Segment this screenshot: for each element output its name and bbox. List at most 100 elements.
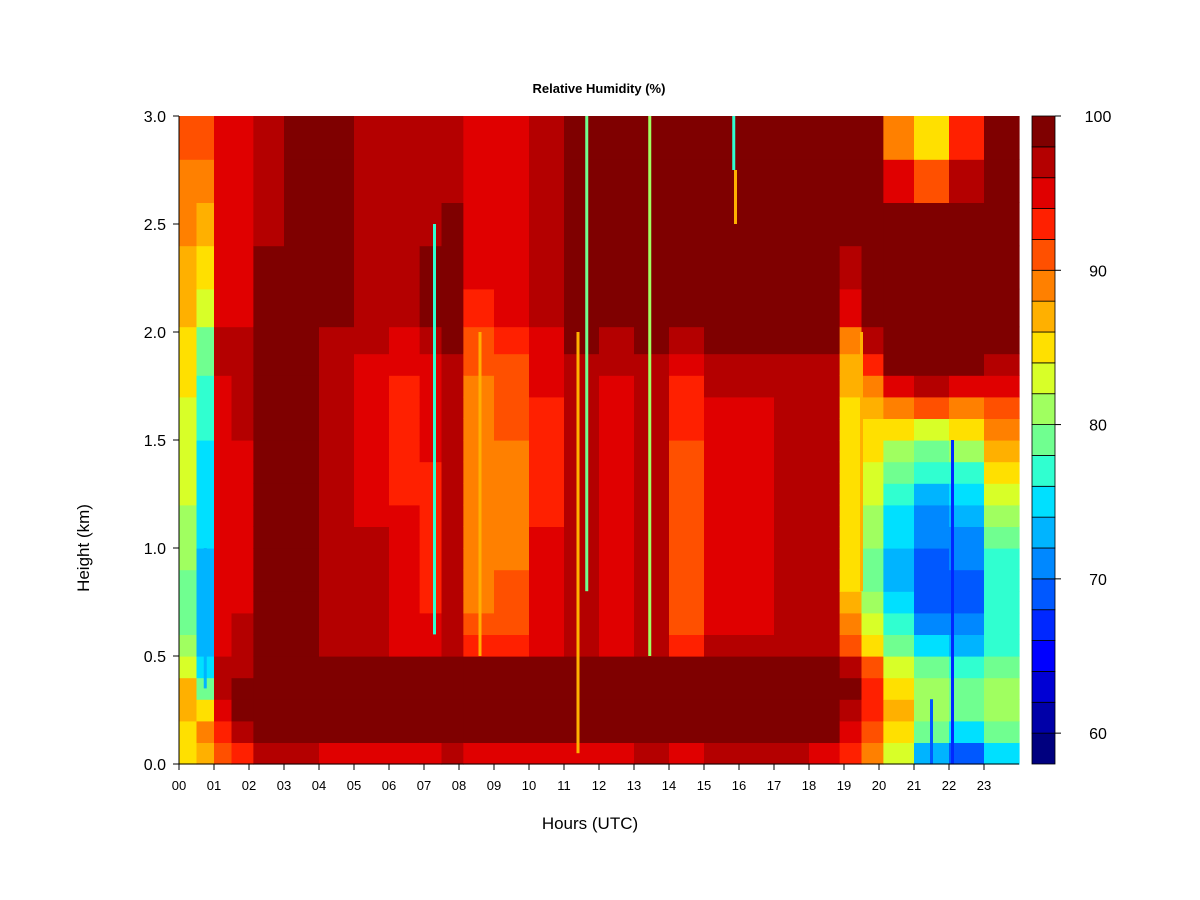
heatmap-cell xyxy=(529,656,565,679)
x-tick-label: 06 xyxy=(382,778,396,793)
heatmap-cell xyxy=(883,569,915,592)
heatmap-cell xyxy=(839,720,863,743)
heatmap-cell xyxy=(883,656,915,679)
heatmap-cell xyxy=(914,326,950,355)
heatmap-cell xyxy=(599,634,635,657)
colorbar-tick-label: 60 xyxy=(1089,726,1107,743)
x-axis-label: Hours (UTC) xyxy=(542,814,638,833)
heatmap-cell xyxy=(179,116,198,160)
heatmap-cell xyxy=(253,461,285,484)
heatmap-cell xyxy=(494,353,530,376)
y-tick-label: 0.5 xyxy=(144,649,166,666)
heatmap-cell xyxy=(319,353,355,376)
heatmap-cell xyxy=(949,699,985,722)
heatmap-cell xyxy=(494,288,530,328)
heatmap-cell xyxy=(809,245,841,290)
heatmap-cell xyxy=(463,742,495,765)
heatmap-cell xyxy=(883,612,915,635)
heatmap-cell xyxy=(704,699,740,722)
heatmap-cell xyxy=(389,699,421,722)
x-tick-label: 07 xyxy=(417,778,431,793)
heatmap-cell xyxy=(354,656,390,679)
heatmap-cell xyxy=(774,440,810,463)
heatmap-cell xyxy=(704,461,740,484)
heatmap-cell xyxy=(809,375,841,398)
heatmap-cell xyxy=(774,634,810,657)
heatmap-cell xyxy=(839,461,863,484)
heatmap-cell xyxy=(419,591,443,614)
heatmap-cell xyxy=(883,326,915,355)
heatmap-cell xyxy=(984,440,1020,463)
heatmap-cell xyxy=(253,202,285,247)
heatmap-cell xyxy=(419,159,443,203)
heatmap-cell xyxy=(319,375,355,398)
heatmap-cell xyxy=(179,202,198,247)
heatmap-cell xyxy=(214,375,233,398)
colorbar-segment xyxy=(1031,331,1056,364)
heatmap-cell xyxy=(354,461,390,484)
heatmap-cell xyxy=(634,504,670,527)
x-tick-label: 19 xyxy=(837,778,851,793)
heatmap-cell xyxy=(809,720,841,743)
heatmap-cell xyxy=(179,504,198,527)
heatmap-cell xyxy=(389,569,421,592)
heatmap-cell xyxy=(774,677,810,700)
heatmap-cell xyxy=(284,116,320,160)
heatmap-cell xyxy=(196,418,215,441)
heatmap-cell xyxy=(949,720,985,743)
heatmap-streak xyxy=(576,332,580,754)
heatmap-cell xyxy=(739,656,775,679)
heatmap-cell xyxy=(179,288,198,328)
heatmap-cell xyxy=(984,634,1020,657)
heatmap-cell xyxy=(231,634,254,657)
heatmap-cell xyxy=(389,396,421,419)
colorbar-segment xyxy=(1031,732,1056,765)
heatmap-cell xyxy=(463,656,495,679)
heatmap-cell xyxy=(839,591,863,614)
heatmap-cell xyxy=(389,353,421,376)
heatmap-cell xyxy=(669,483,705,506)
heatmap-cell xyxy=(419,634,443,657)
heatmap-streak xyxy=(648,116,652,656)
heatmap-cell xyxy=(214,440,233,463)
heatmap-cell xyxy=(231,440,254,463)
heatmap-cell xyxy=(861,548,884,571)
heatmap-cell xyxy=(196,202,215,247)
heatmap-cell xyxy=(669,288,705,328)
heatmap-cell xyxy=(669,375,705,398)
heatmap-cell xyxy=(231,699,254,722)
heatmap-cell xyxy=(634,548,670,571)
heatmap-cell xyxy=(774,353,810,376)
heatmap-cell xyxy=(883,742,915,765)
heatmap-cell xyxy=(949,677,985,700)
heatmap-cell xyxy=(214,548,233,571)
heatmap-cell xyxy=(253,634,285,657)
heatmap-cell xyxy=(949,483,985,506)
heatmap-cell xyxy=(253,720,285,743)
heatmap-cell xyxy=(634,591,670,614)
heatmap-cell xyxy=(984,720,1020,743)
heatmap-cell xyxy=(634,116,670,160)
heatmap-cell xyxy=(914,504,950,527)
heatmap-cell xyxy=(354,634,390,657)
heatmap-cell xyxy=(179,569,198,592)
heatmap-cell xyxy=(354,591,390,614)
heatmap-cell xyxy=(389,634,421,657)
heatmap-cell xyxy=(253,159,285,203)
heatmap-cell xyxy=(599,677,635,700)
heatmap-cell xyxy=(196,326,215,355)
heatmap-cell xyxy=(494,159,530,203)
heatmap-cell xyxy=(284,418,320,441)
heatmap-cell xyxy=(839,634,863,657)
heatmap-cell xyxy=(669,634,705,657)
colorbar-segment xyxy=(1031,208,1056,240)
heatmap-cell xyxy=(463,677,495,700)
heatmap-cell xyxy=(419,569,443,592)
heatmap-streak xyxy=(732,116,736,170)
heatmap-cell xyxy=(883,440,915,463)
colorbar-segment xyxy=(1031,455,1056,487)
heatmap-cell xyxy=(441,461,464,484)
heatmap-cell xyxy=(389,202,421,247)
heatmap-cell xyxy=(231,353,254,376)
heatmap-cell xyxy=(914,353,950,376)
